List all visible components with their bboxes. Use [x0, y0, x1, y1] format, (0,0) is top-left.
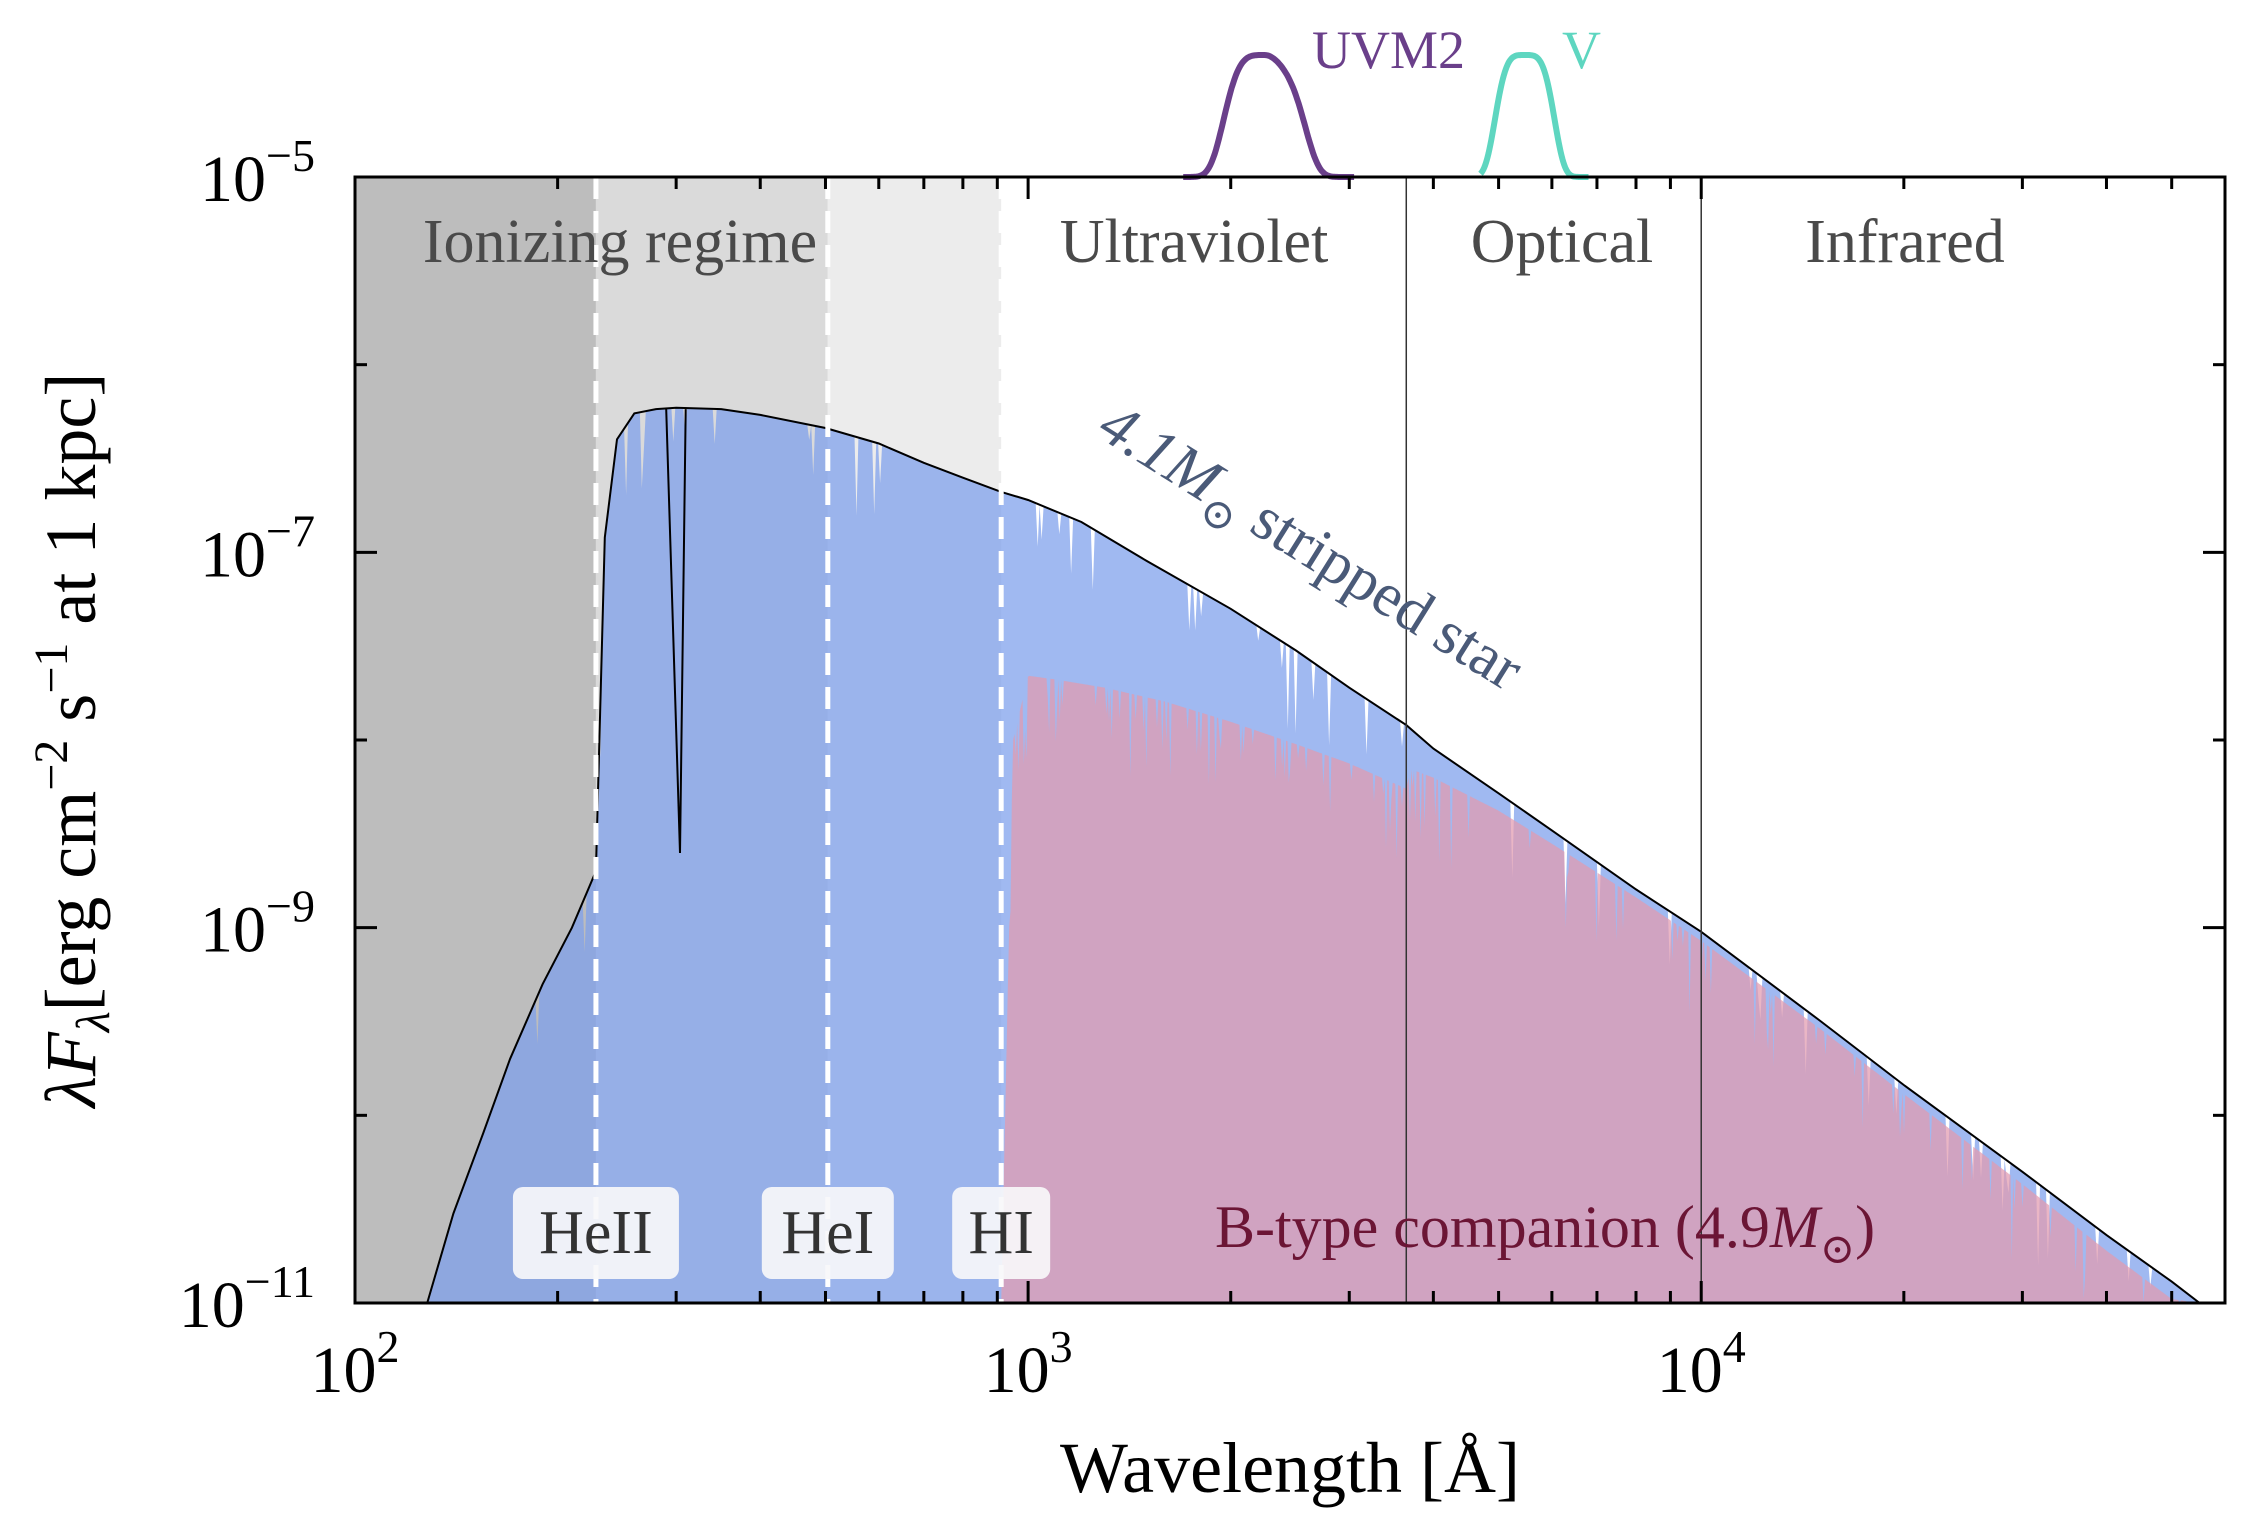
x-tick-label: 102 — [311, 1321, 400, 1407]
companion-spectrum — [1001, 675, 2200, 1303]
region-label-infrared: Infrared — [1805, 208, 2005, 276]
edge-label-hei: HeI — [781, 1199, 874, 1267]
filter-curve-v — [1478, 52, 1591, 180]
edge-label-heii: HeII — [539, 1199, 653, 1267]
x-axis-title: Wavelength [Å] — [1060, 1428, 1520, 1508]
filter-label-uvm2: UVM2 — [1312, 20, 1465, 80]
region-dividers — [1405, 177, 1702, 1303]
region-label-ultraviolet: Ultraviolet — [1060, 208, 1329, 276]
x-tick-labels: 102 103 104 — [311, 1321, 1746, 1407]
filter-curve-uvm2 — [1181, 52, 1356, 180]
ionization-edges: HeII HeI HI — [512, 177, 1051, 1303]
axis-ticks — [353, 175, 2227, 1305]
absorption-line-304 — [665, 409, 687, 854]
edge-label-box-hi — [952, 1187, 1051, 1279]
y-tick-labels: 10−5 10−7 10−9 10−11 — [179, 130, 315, 1342]
region-label-ionizing: Ionizing regime — [423, 208, 817, 276]
region-label-optical: Optical — [1471, 208, 1654, 276]
y-tick-label: 10−9 — [200, 881, 315, 967]
companion-fill — [1001, 675, 2200, 1303]
companion-label: B-type companion (4.9M⊙) — [1215, 1194, 1875, 1273]
edge-label-hi: HI — [968, 1199, 1033, 1267]
edge-label-box-heii — [512, 1187, 679, 1279]
edge-label-box-hei — [761, 1187, 894, 1279]
x-tick-label: 104 — [1657, 1321, 1746, 1407]
x-tick-label: 103 — [984, 1321, 1073, 1407]
y-tick-label: 10−5 — [200, 130, 315, 216]
filter-curves — [1181, 52, 1591, 180]
y-axis-title: λFλ[erg cm−2 s−1 at 1 kpc] — [25, 373, 120, 1110]
filter-label-v: V — [1562, 20, 1601, 80]
y-tick-label: 10−11 — [179, 1256, 315, 1342]
y-tick-label: 10−7 — [200, 505, 315, 591]
